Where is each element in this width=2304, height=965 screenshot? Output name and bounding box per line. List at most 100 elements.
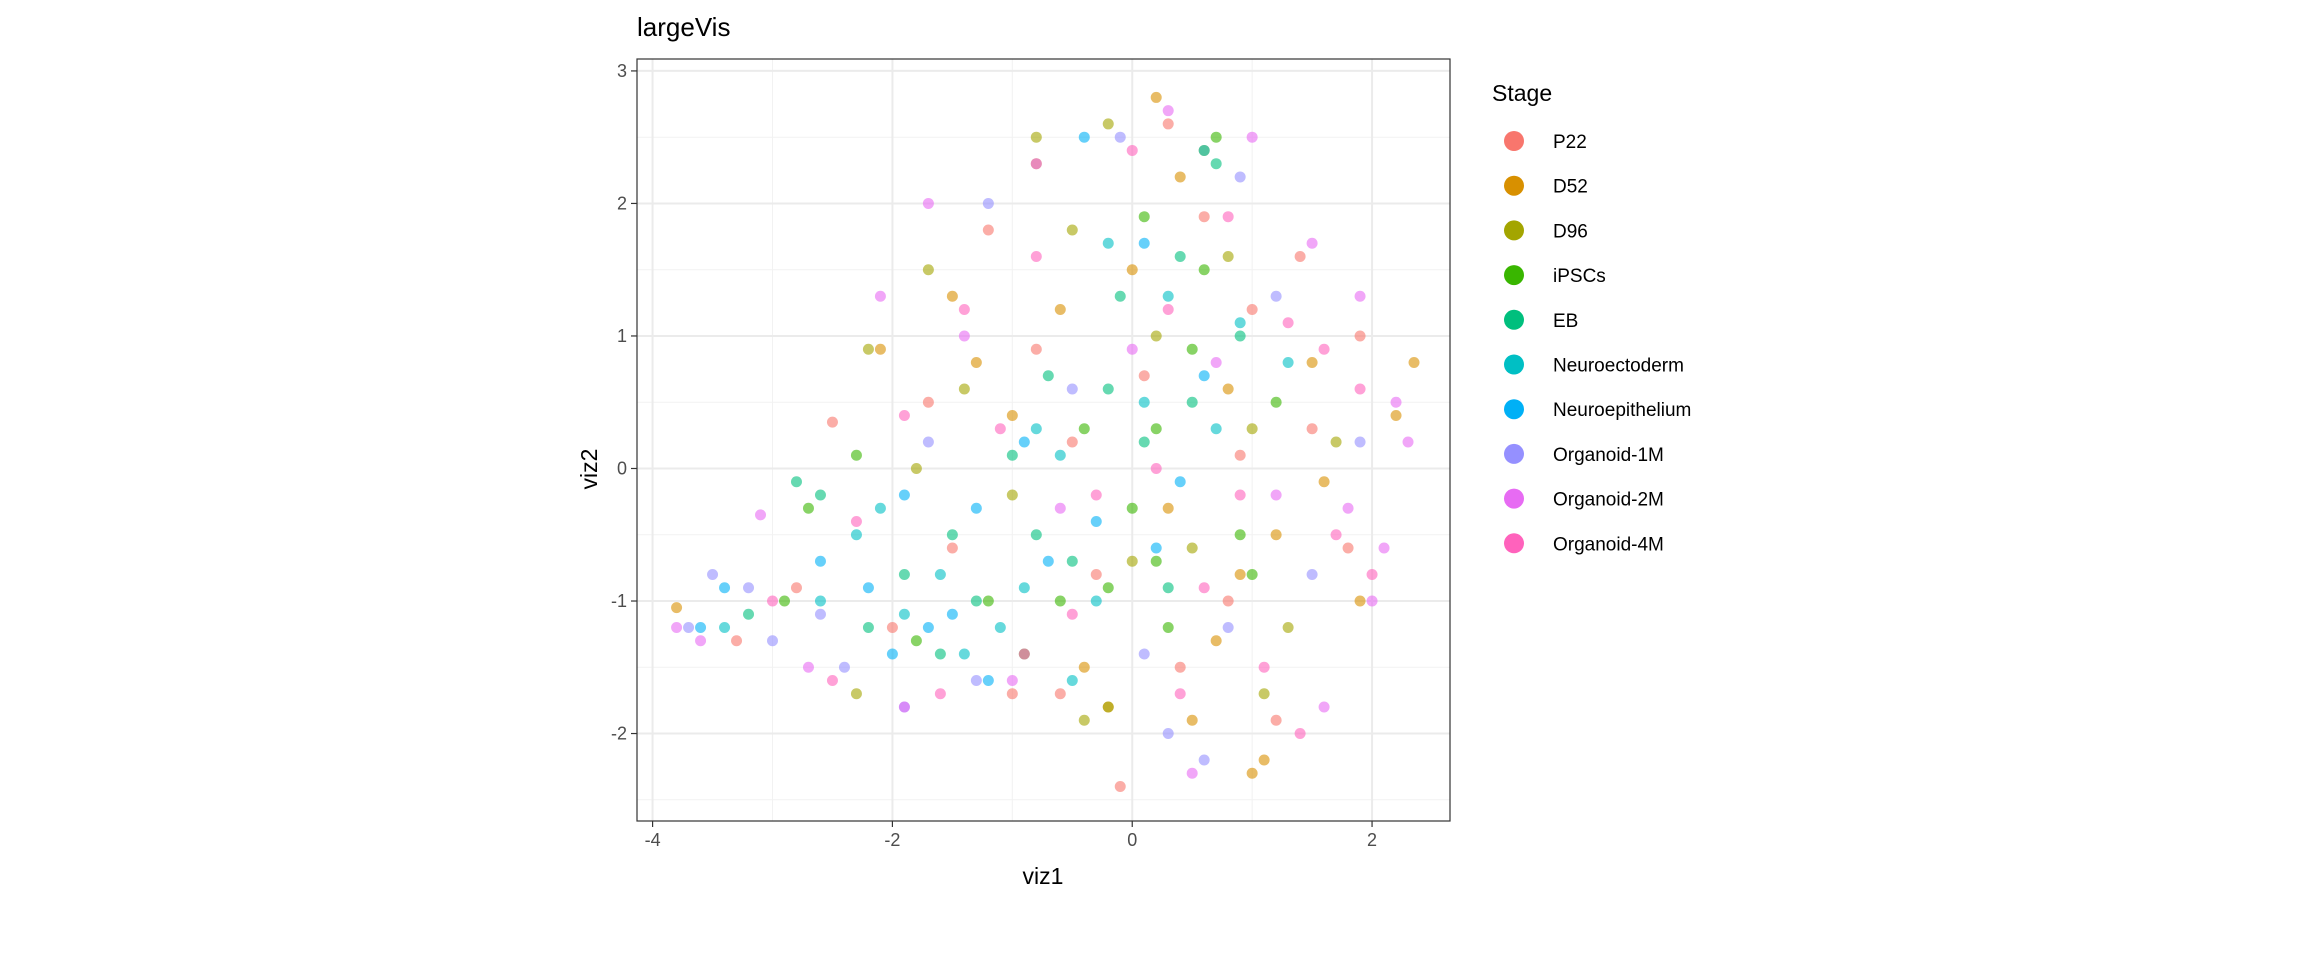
data-point-neuroectoderm — [814, 595, 826, 607]
data-point-neuroectoderm — [1030, 423, 1042, 435]
data-point-organoid-2m — [695, 635, 707, 647]
data-point-organoid-1m — [982, 197, 994, 209]
data-point-neuroectoderm — [874, 502, 886, 514]
data-point-d52 — [671, 602, 683, 614]
legend-item: P22 — [1504, 131, 1587, 153]
legend-key-neuroectoderm — [1504, 354, 1524, 375]
data-point-d96 — [1066, 224, 1078, 236]
data-point-d96 — [958, 383, 970, 395]
data-point-p22 — [1294, 250, 1306, 262]
data-point-eb — [898, 569, 910, 581]
data-point-p22 — [1222, 595, 1234, 607]
data-point-organoid-4m — [1126, 144, 1138, 156]
y-axis-ticks: -2 -1 0 1 2 3 — [611, 61, 637, 744]
data-point-eb — [946, 529, 958, 541]
data-point-organoid-4m — [1366, 569, 1378, 581]
data-point-eb — [743, 608, 755, 620]
legend-key-ipscs — [1504, 265, 1524, 286]
data-point-ipscs — [1126, 502, 1138, 514]
data-point-organoid-2m — [1342, 502, 1354, 514]
data-point-organoid-1m — [1222, 622, 1234, 634]
y-tick-label: 3 — [617, 61, 627, 81]
data-point-p22 — [1054, 688, 1066, 700]
legend-label: D96 — [1553, 221, 1588, 242]
data-point-p22 — [826, 416, 838, 428]
data-point-eb — [814, 489, 826, 501]
data-point-organoid-4m — [1150, 462, 1162, 474]
data-point-d52 — [1318, 476, 1330, 488]
data-point-ipscs — [1234, 529, 1246, 541]
data-point-eb — [1030, 529, 1042, 541]
data-point-p22 — [946, 542, 958, 554]
data-point-ipscs — [1138, 211, 1150, 223]
legend-key-neuroepithelium — [1504, 399, 1524, 420]
data-point-organoid-1m — [683, 622, 695, 634]
data-point-d52 — [1150, 91, 1162, 103]
data-point-organoid-4m — [1282, 317, 1294, 329]
data-point-organoid-4m — [1354, 383, 1366, 395]
data-point-d96 — [1006, 489, 1018, 501]
data-point-organoid-2m — [1402, 436, 1414, 448]
legend-item: Neuroectoderm — [1504, 354, 1684, 377]
data-point-organoid-4m — [1066, 608, 1078, 620]
data-point-ipscs — [982, 595, 994, 607]
plot-border — [636, 58, 1451, 822]
data-point-eb — [862, 622, 874, 634]
data-point-organoid-4m — [1090, 489, 1102, 501]
legend-item: Neuroepithelium — [1504, 399, 1691, 421]
data-point-organoid-2m — [874, 290, 886, 302]
data-point-organoid-4m — [1018, 648, 1030, 660]
legend-item: Organoid-1M — [1504, 443, 1664, 466]
data-point-eb — [1006, 449, 1018, 461]
data-point-p22 — [1354, 330, 1366, 342]
data-point-organoid-4m — [1222, 211, 1234, 223]
data-point-organoid-4m — [1234, 489, 1246, 501]
data-points — [671, 91, 1420, 793]
data-point-organoid-1m — [838, 661, 850, 673]
data-point-neuroepithelium — [695, 622, 707, 634]
legend-item: EB — [1504, 309, 1578, 332]
data-point-organoid-4m — [1198, 582, 1210, 594]
data-point-d52 — [1210, 635, 1222, 647]
data-point-d96 — [1222, 250, 1234, 262]
data-point-d52 — [1078, 661, 1090, 673]
data-point-organoid-4m — [1318, 343, 1330, 355]
data-point-p22 — [1270, 714, 1282, 726]
data-point-organoid-1m — [1354, 436, 1366, 448]
legend-key-d96 — [1504, 220, 1524, 241]
data-point-organoid-1m — [707, 569, 719, 581]
data-point-ipscs — [1078, 423, 1090, 435]
data-point-ipscs — [1246, 569, 1258, 581]
data-point-organoid-2m — [1030, 158, 1042, 170]
data-point-organoid-4m — [958, 303, 970, 315]
x-tick-label: -4 — [645, 830, 661, 850]
data-point-eb — [934, 648, 946, 660]
data-point-ipscs — [910, 635, 922, 647]
legend-item: Organoid-4M — [1504, 533, 1664, 555]
data-point-neuroepithelium — [1174, 476, 1186, 488]
data-point-eb — [970, 595, 982, 607]
data-point-organoid-2m — [671, 622, 683, 634]
data-point-neuroectoderm — [1090, 595, 1102, 607]
data-point-eb — [1162, 582, 1174, 594]
data-point-organoid-2m — [1306, 237, 1318, 249]
data-point-d52 — [970, 356, 982, 368]
data-point-ipscs — [1210, 131, 1222, 143]
data-point-organoid-1m — [1138, 648, 1150, 660]
data-point-p22 — [1306, 423, 1318, 435]
data-point-d96 — [1102, 701, 1114, 713]
data-point-neuroepithelium — [1150, 542, 1162, 554]
data-point-d96 — [1186, 542, 1198, 554]
data-point-d52 — [1246, 767, 1258, 779]
data-point-neuroepithelium — [982, 675, 994, 687]
data-point-organoid-2m — [1162, 105, 1174, 117]
data-point-ipscs — [1150, 555, 1162, 567]
data-point-d52 — [1054, 303, 1066, 315]
data-point-neuroectoderm — [958, 648, 970, 660]
data-point-neuroectoderm — [1198, 144, 1210, 156]
data-point-p22 — [1198, 211, 1210, 223]
data-point-d52 — [1354, 595, 1366, 607]
legend-key-eb — [1504, 309, 1524, 330]
chart-title: largeVis — [637, 12, 730, 42]
